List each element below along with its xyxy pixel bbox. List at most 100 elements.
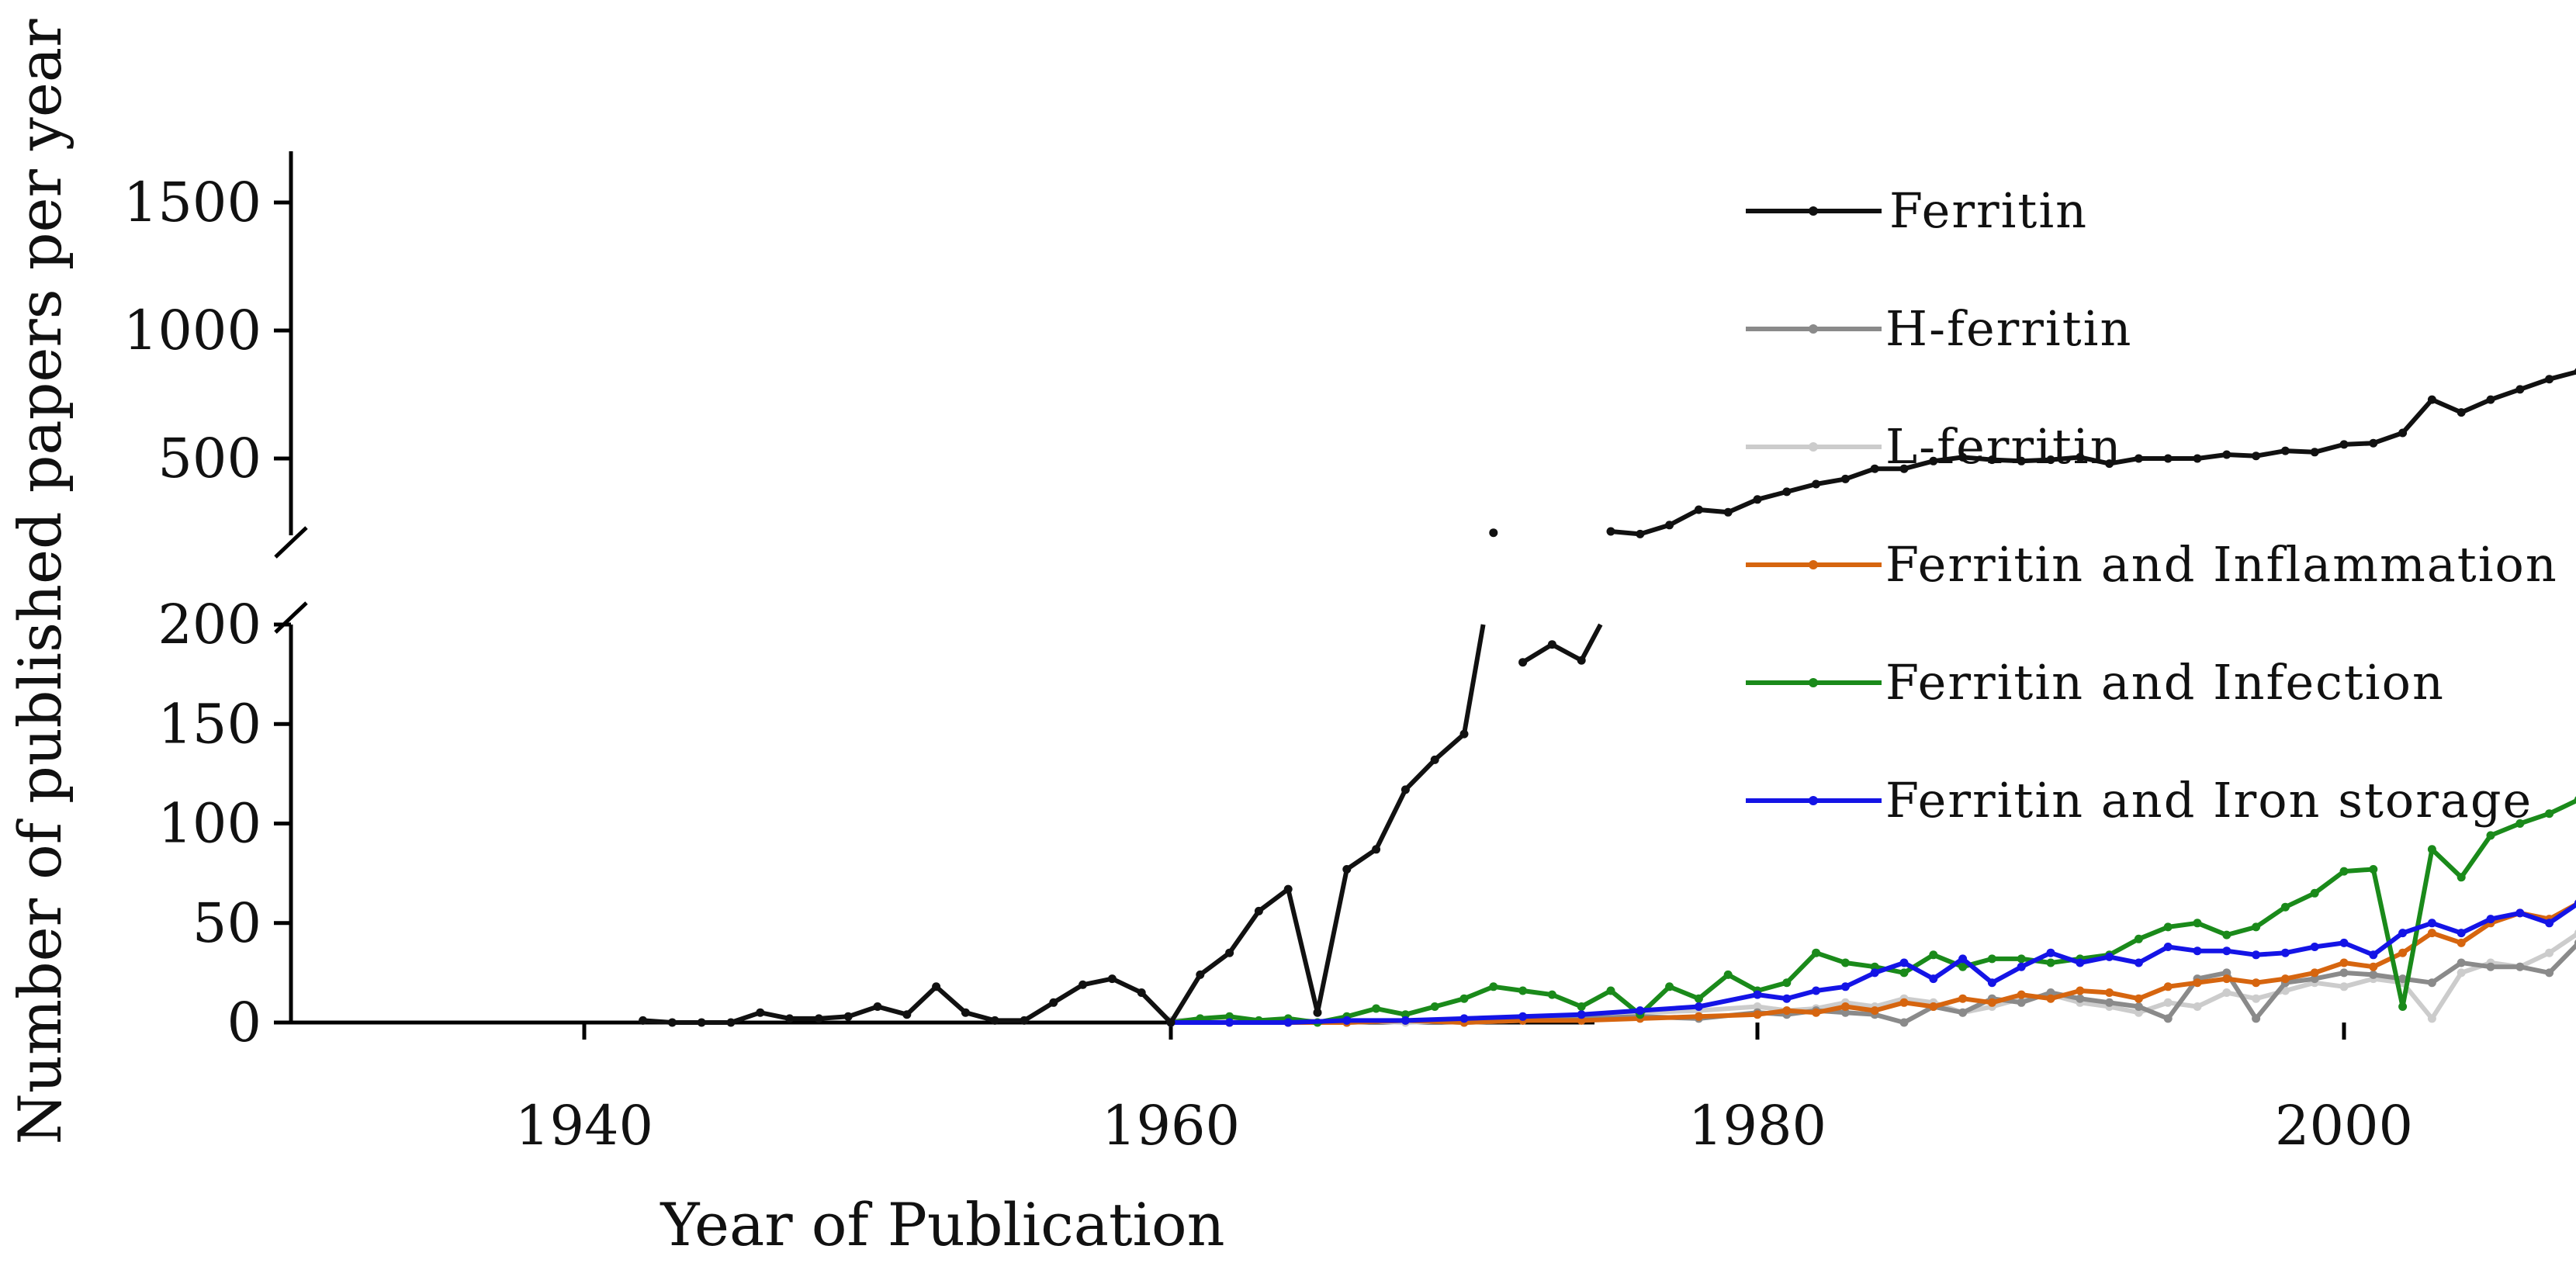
axes	[274, 151, 1594, 1025]
data-point	[1812, 1008, 1821, 1017]
data-point	[2574, 899, 2576, 907]
data-point	[2486, 831, 2495, 840]
legend-marker	[1809, 796, 1818, 805]
data-point	[2339, 938, 2349, 947]
data-point	[2252, 978, 2261, 988]
legend-item: H-ferritin	[1746, 300, 2131, 357]
data-point	[2017, 962, 2026, 971]
data-point	[1753, 1002, 1762, 1011]
data-point	[2427, 845, 2436, 854]
data-point	[2222, 930, 2231, 940]
data-point	[1225, 1018, 1234, 1027]
series-line	[642, 624, 1486, 1025]
data-point	[2163, 454, 2173, 463]
data-point	[2427, 929, 2436, 938]
data-point	[2398, 1002, 2408, 1011]
data-point	[1958, 994, 1968, 1003]
data-point	[2574, 368, 2576, 375]
legend-marker	[1809, 560, 1818, 569]
data-point	[1958, 962, 1968, 971]
legend-label: Ferritin and Inflammation	[1885, 536, 2558, 593]
legend-item: Ferritin and Infection	[1746, 654, 2443, 711]
data-point	[1606, 527, 1615, 536]
data-point	[1899, 1018, 1909, 1027]
data-point	[2280, 974, 2290, 984]
data-point	[1401, 785, 1410, 794]
data-point	[2427, 395, 2436, 404]
data-point	[2076, 452, 2085, 462]
data-point	[2427, 1014, 2436, 1023]
data-point	[1518, 986, 1528, 995]
data-point	[1899, 958, 1909, 967]
data-point	[1987, 954, 1996, 964]
data-point	[1225, 1012, 1234, 1021]
data-point	[2134, 454, 2143, 463]
data-point	[1489, 982, 1498, 991]
data-point	[2457, 929, 2466, 938]
axis-break-mark-lower	[274, 601, 308, 634]
data-point	[2193, 1002, 2202, 1011]
series-layer	[639, 368, 2576, 1027]
data-point	[1782, 978, 1792, 988]
data-point	[1254, 906, 1263, 915]
data-point	[2515, 962, 2525, 971]
data-point	[1079, 980, 1088, 989]
data-point	[1929, 1002, 1938, 1011]
legend-marker	[1809, 442, 1818, 452]
data-point	[2046, 958, 2055, 967]
data-point	[2252, 950, 2261, 960]
data-point	[1401, 1016, 1410, 1025]
data-point	[2457, 408, 2466, 417]
data-point	[2163, 982, 2173, 991]
data-point	[1694, 505, 1703, 514]
data-point	[2193, 946, 2202, 956]
data-point	[1929, 974, 1938, 984]
data-point	[1812, 479, 1821, 489]
data-point	[1870, 968, 1879, 978]
data-point	[785, 1014, 795, 1023]
data-point	[1694, 1002, 1703, 1011]
data-point	[2574, 940, 2576, 946]
data-point	[2398, 974, 2408, 984]
legend-item: Ferritin and Iron storage	[1746, 772, 2531, 829]
x-axis-title: Year of Publication	[660, 1190, 1224, 1259]
data-point	[2545, 919, 2554, 928]
data-point	[2046, 994, 2055, 1003]
data-point	[1958, 452, 1968, 462]
data-point	[1196, 970, 1205, 979]
y-tick-label: 200	[158, 593, 261, 656]
data-point	[2427, 919, 2436, 928]
data-point	[2163, 943, 2173, 951]
data-point	[2252, 1014, 2261, 1023]
data-point	[2017, 990, 2026, 999]
data-point	[990, 1016, 999, 1025]
data-point	[639, 1016, 648, 1025]
data-point	[1812, 948, 1821, 957]
data-point	[2076, 994, 2085, 1003]
data-point	[2017, 456, 2026, 465]
data-point	[2222, 974, 2231, 984]
data-point	[2486, 915, 2495, 924]
data-point	[2369, 970, 2378, 979]
y-tick-label: 100	[158, 792, 261, 856]
data-point	[1840, 958, 1850, 967]
data-point	[1870, 962, 1879, 971]
data-point	[2515, 908, 2525, 918]
data-point	[2369, 438, 2378, 448]
data-point	[2339, 440, 2349, 449]
data-point	[1518, 658, 1528, 667]
data-point	[1430, 1002, 1439, 1011]
data-point	[2310, 974, 2319, 984]
data-point	[2515, 819, 2525, 828]
data-point	[2252, 452, 2261, 461]
data-point	[1753, 1010, 1762, 1019]
data-point	[1225, 948, 1234, 957]
legend-item: Ferritin and Inflammation	[1746, 536, 2558, 593]
data-point	[1166, 1018, 1175, 1027]
data-point	[2339, 982, 2349, 991]
data-point	[667, 1018, 677, 1027]
data-point	[1840, 982, 1850, 991]
data-point	[1342, 1016, 1352, 1025]
data-point	[1958, 954, 1968, 964]
